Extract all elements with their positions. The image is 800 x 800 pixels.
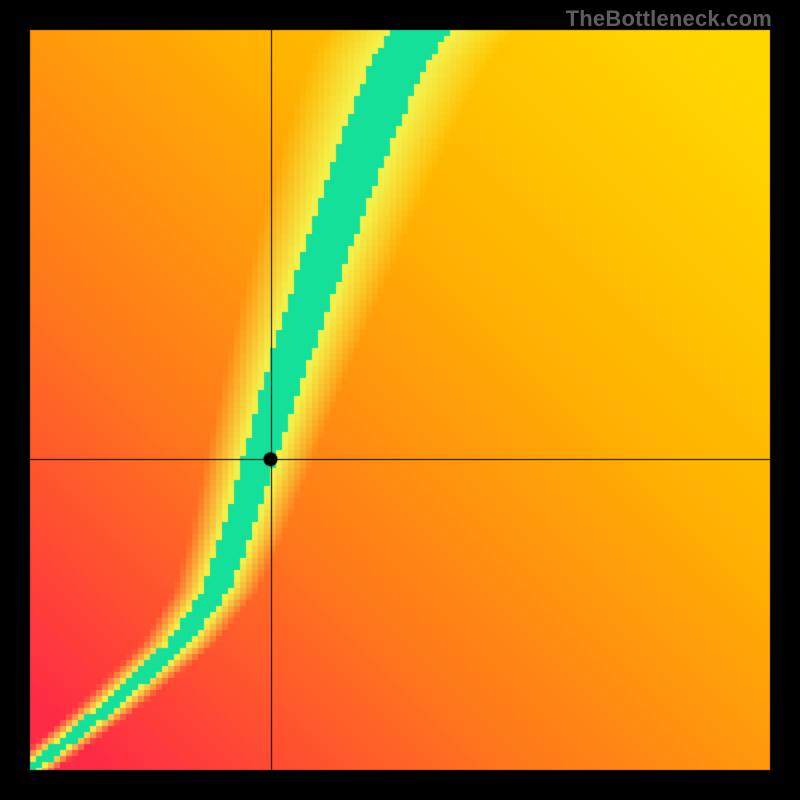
- bottleneck-heatmap-chart: [0, 0, 800, 800]
- chart-container: TheBottleneck.com: [0, 0, 800, 800]
- watermark-text: TheBottleneck.com: [566, 6, 772, 32]
